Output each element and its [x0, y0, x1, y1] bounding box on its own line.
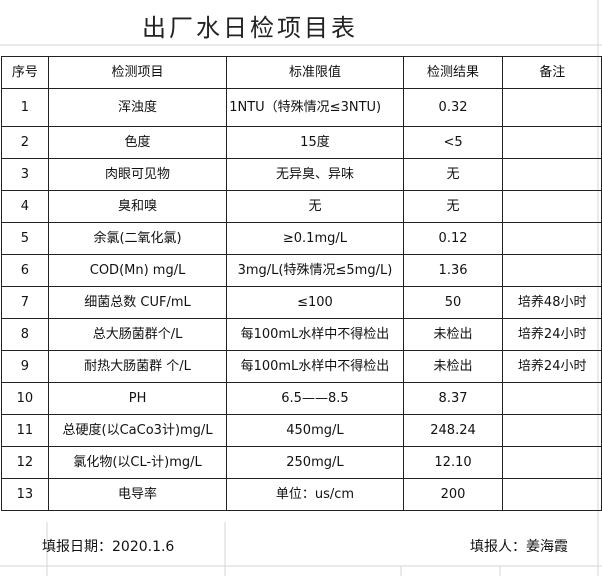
- table-cell[interactable]: 未检出: [402, 350, 504, 383]
- table-cell[interactable]: 6: [1, 254, 49, 287]
- table-cell[interactable]: [502, 158, 602, 191]
- table-cell[interactable]: [502, 414, 602, 447]
- table-cell[interactable]: 3: [1, 158, 49, 191]
- table-cell[interactable]: 电导率: [47, 478, 228, 511]
- table-cell[interactable]: [502, 382, 602, 415]
- table-cell[interactable]: 11: [1, 414, 49, 447]
- table-cell[interactable]: COD(Mn) mg/L: [47, 254, 228, 287]
- table-row: 1 浑浊度 1NTU（特殊情况≤3NTU) 0.32: [1, 88, 602, 127]
- table-row: 2 色度 15度 <5: [1, 126, 602, 159]
- table-cell[interactable]: [502, 190, 602, 223]
- table-cell[interactable]: [502, 254, 602, 287]
- table-row: 8 总大肠菌群个/L 每100mL水样中不得检出 未检出 培养24小时: [1, 318, 602, 351]
- table-cell[interactable]: 8.37: [402, 382, 504, 415]
- table-row: 12 氯化物(以CL-计)mg/L 250mg/L 12.10: [1, 446, 602, 479]
- table-cell[interactable]: 1: [1, 88, 49, 127]
- table-cell[interactable]: 总硬度(以CaCo3计)mg/L: [47, 414, 228, 447]
- table-cell[interactable]: 13: [1, 478, 49, 511]
- table-cell[interactable]: 10: [1, 382, 49, 415]
- table-cell[interactable]: 臭和嗅: [47, 190, 228, 223]
- table-row: 7 细菌总数 CUF/mL ≤100 50 培养48小时: [1, 286, 602, 319]
- table-cell[interactable]: [502, 126, 602, 159]
- table-cell[interactable]: 6.5——8.5: [226, 382, 404, 415]
- table-cell[interactable]: <5: [402, 126, 504, 159]
- table-row: 4 臭和嗅无无: [1, 190, 602, 223]
- table-row: 5 余氯(二氧化氯) ≥0.1mg/L 0.12: [1, 222, 602, 255]
- table-cell[interactable]: [502, 478, 602, 511]
- table-cell[interactable]: 12: [1, 446, 49, 479]
- header-cell[interactable]: 检测结果: [402, 56, 504, 89]
- table-row: 13 电导率 单位：us/cm 200: [1, 478, 602, 511]
- inspection-table: 序号 检测项目 标准限值 检测结果 备注 1 浑浊度 1NTU（特殊情况≤3NTU)…: [1, 56, 602, 511]
- header-cell[interactable]: 标准限值: [226, 56, 404, 89]
- table-cell[interactable]: 未检出: [402, 318, 504, 351]
- table-cell[interactable]: 9: [1, 350, 49, 383]
- table-cell[interactable]: 单位：us/cm: [226, 478, 404, 511]
- table-cell[interactable]: 200: [402, 478, 504, 511]
- table-cell[interactable]: 250mg/L: [226, 446, 404, 479]
- table-cell[interactable]: 3mg/L(特殊情况≤5mg/L): [226, 254, 404, 287]
- table-cell[interactable]: 无: [226, 190, 404, 223]
- table-cell[interactable]: 培养48小时: [502, 286, 602, 319]
- table-row: 9 耐热大肠菌群 个/L 每100mL水样中不得检出 未检出 培养24小时: [1, 350, 602, 383]
- table-cell[interactable]: 15度: [226, 126, 404, 159]
- table-cell[interactable]: 无异臭、异味: [226, 158, 404, 191]
- table-cell[interactable]: 每100mL水样中不得检出: [226, 318, 404, 351]
- table-cell[interactable]: 50: [402, 286, 504, 319]
- table-cell[interactable]: 无: [402, 158, 504, 191]
- table-cell[interactable]: 450mg/L: [226, 414, 404, 447]
- table-cell[interactable]: 4: [1, 190, 49, 223]
- table-row: 6 COD(Mn) mg/L 3mg/L(特殊情况≤5mg/L) 1.36: [1, 254, 602, 287]
- table-cell[interactable]: 余氯(二氧化氯): [47, 222, 228, 255]
- table-cell[interactable]: 248.24: [402, 414, 504, 447]
- table-cell[interactable]: [502, 222, 602, 255]
- table-cell[interactable]: 1NTU（特殊情况≤3NTU): [226, 88, 404, 127]
- header-cell[interactable]: 序号: [1, 56, 49, 89]
- table-cell[interactable]: 培养24小时: [502, 318, 602, 351]
- table-row: 10 PH 6.5——8.5 8.37: [1, 382, 602, 415]
- table-row: 11 总硬度(以CaCo3计)mg/L 450mg/L 248.24: [1, 414, 602, 447]
- table-cell[interactable]: 浑浊度: [47, 88, 228, 127]
- table-cell[interactable]: 耐热大肠菌群 个/L: [47, 350, 228, 383]
- header-row: 序号 检测项目 标准限值 检测结果 备注: [1, 56, 602, 89]
- header-cell[interactable]: 备注: [502, 56, 602, 89]
- table-cell[interactable]: 7: [1, 286, 49, 319]
- table-cell[interactable]: 氯化物(以CL-计)mg/L: [47, 446, 228, 479]
- table-cell[interactable]: ≥0.1mg/L: [226, 222, 404, 255]
- table-cell[interactable]: 无: [402, 190, 504, 223]
- table-cell[interactable]: 总大肠菌群个/L: [47, 318, 228, 351]
- header-cell[interactable]: 检测项目: [47, 56, 228, 89]
- table-row: 3 肉眼可见物 无异臭、异味无: [1, 158, 602, 191]
- table-cell[interactable]: 0.12: [402, 222, 504, 255]
- table-cell[interactable]: 12.10: [402, 446, 504, 479]
- page-title: 出厂水日检项目表: [142, 14, 358, 42]
- table-cell[interactable]: 每100mL水样中不得检出: [226, 350, 404, 383]
- table-cell[interactable]: [502, 446, 602, 479]
- table-cell[interactable]: 培养24小时: [502, 350, 602, 383]
- table-cell[interactable]: 肉眼可见物: [47, 158, 228, 191]
- reporter[interactable]: 填报人：姜海霞: [470, 539, 568, 555]
- table-cell[interactable]: 5: [1, 222, 49, 255]
- table-cell[interactable]: 2: [1, 126, 49, 159]
- report-date[interactable]: 填报日期：2020.1.6: [42, 539, 175, 555]
- table-cell[interactable]: ≤100: [226, 286, 404, 319]
- table-cell[interactable]: [502, 88, 602, 127]
- table-cell[interactable]: 色度: [47, 126, 228, 159]
- table-cell[interactable]: PH: [47, 382, 228, 415]
- table-cell[interactable]: 1.36: [402, 254, 504, 287]
- table-cell[interactable]: 0.32: [402, 88, 504, 127]
- table-cell[interactable]: 细菌总数 CUF/mL: [47, 286, 228, 319]
- table-cell[interactable]: 8: [1, 318, 49, 351]
